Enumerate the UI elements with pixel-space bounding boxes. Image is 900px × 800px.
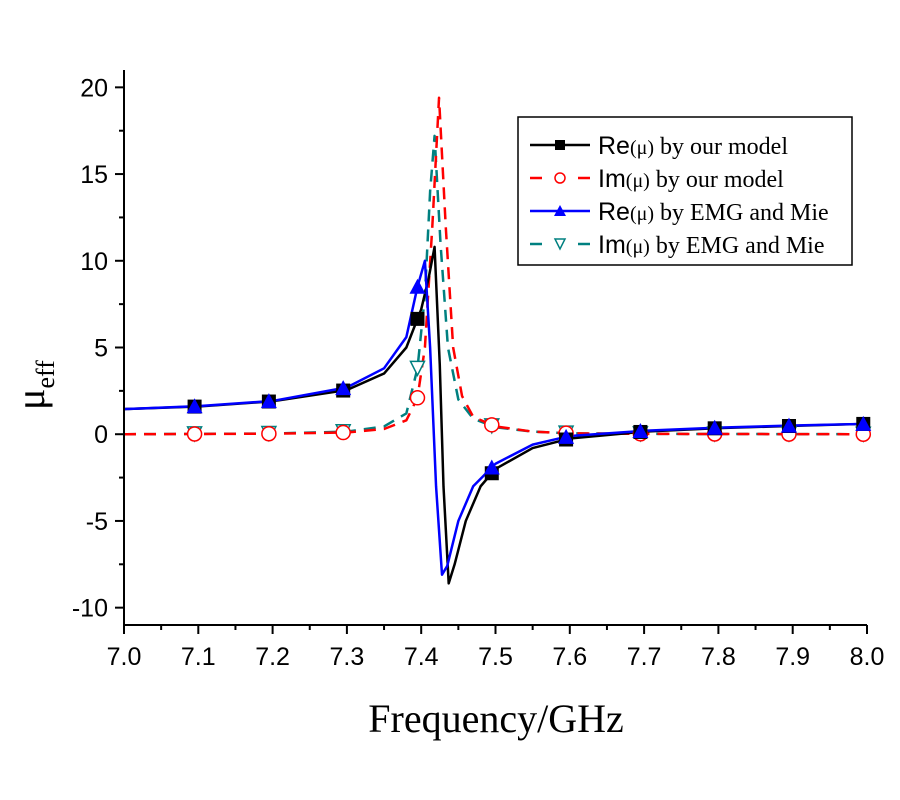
legend-label-rest: by our model — [654, 134, 788, 160]
series-marker-1 — [186, 426, 203, 442]
legend-label-prefix: Re — [598, 132, 630, 160]
series-marker-2 — [335, 380, 352, 396]
axes: 7.0 7.1 7.2 7.3 7.4 7.5 7.6 7.7 7.8 7.9 8.0 -10 -5 0 5… — [72, 70, 885, 671]
series-line-0 — [123, 245, 868, 585]
x-tick-label: 7.9 — [775, 643, 810, 671]
series-marker-1 — [261, 425, 277, 442]
y-tick-label: -5 — [86, 508, 108, 536]
y-tick-label: 20 — [80, 74, 108, 102]
series-marker-2 — [260, 393, 277, 409]
series-marker-3 — [409, 360, 426, 377]
plot-area — [123, 96, 872, 585]
series-marker-2 — [855, 415, 872, 431]
series-marker-2 — [632, 423, 649, 439]
legend-label-mu: (μ) — [630, 203, 654, 225]
series-marker-2 — [483, 459, 500, 475]
y-tick-label: 15 — [80, 161, 108, 189]
legend-label: Im(μ) by our model — [598, 165, 784, 193]
series-line-2 — [123, 259, 868, 576]
legend-marker — [555, 140, 565, 150]
x-tick-label: 7.8 — [701, 643, 736, 671]
series-marker-0 — [410, 311, 425, 326]
x-tick-label: 7.7 — [627, 643, 662, 671]
series-marker-2 — [409, 278, 426, 294]
x-tick-label: 7.4 — [404, 643, 439, 671]
series-marker-1 — [335, 424, 351, 441]
y-axis-label: μeff — [8, 360, 60, 410]
legend-label-rest: by EMG and Mie — [654, 200, 829, 226]
x-tick-label: 7.3 — [330, 643, 365, 671]
series-marker-2 — [706, 419, 723, 435]
series-marker-2 — [780, 417, 797, 433]
y-tick-label: 5 — [94, 335, 108, 363]
series-marker-1 — [484, 417, 500, 433]
y-axis-label-main: μ — [8, 389, 53, 410]
y-axis-label-sub: eff — [31, 360, 60, 389]
x-tick-label: 7.6 — [552, 643, 587, 671]
y-tick-label: 10 — [80, 248, 108, 276]
legend-marker — [554, 205, 566, 216]
x-tick-label: 8.0 — [850, 643, 885, 671]
legend-label-rest: by EMG and Mie — [650, 233, 825, 259]
legend-box — [517, 116, 853, 266]
legend-label: Im(μ) by EMG and Mie — [598, 231, 824, 259]
legend-label-rest: by our model — [650, 167, 784, 193]
legend-label-mu: (μ) — [626, 236, 650, 258]
x-axis-label: Frequency/GHz — [368, 696, 623, 741]
series-marker-2 — [186, 398, 203, 414]
legend-label-mu: (μ) — [626, 170, 650, 192]
legend-label-mu: (μ) — [630, 137, 654, 159]
legend-marker — [554, 172, 566, 184]
x-tick-label: 7.1 — [181, 643, 216, 671]
legend-label-prefix: Re — [598, 198, 630, 226]
y-tick-label: 0 — [94, 421, 108, 449]
x-tick-label: 7.5 — [478, 643, 513, 671]
legend-marker — [553, 238, 567, 251]
legend-label-prefix: Im — [598, 231, 626, 259]
series-marker-2 — [558, 428, 575, 444]
series-line-1 — [123, 96, 868, 436]
legend-label: Re(μ) by EMG and Mie — [598, 198, 829, 226]
legend-label: Re(μ) by our model — [598, 132, 788, 160]
x-tick-label: 7.0 — [107, 643, 142, 671]
y-tick-label: -10 — [72, 595, 108, 623]
series-marker-1 — [409, 390, 426, 406]
legend-label-prefix: Im — [598, 165, 626, 193]
x-tick-label: 7.2 — [255, 643, 290, 671]
